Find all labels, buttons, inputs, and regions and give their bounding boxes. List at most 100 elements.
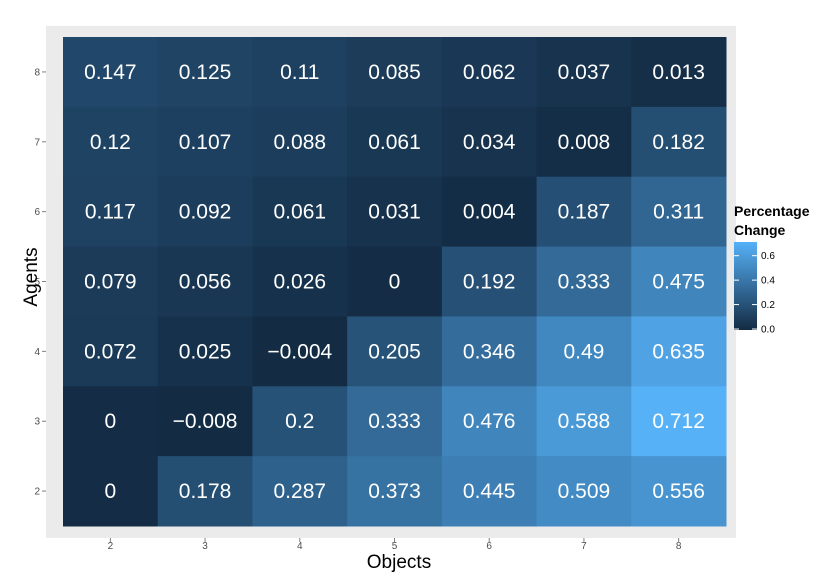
y-tick-label: 4 [34, 347, 40, 358]
x-tick-label: 6 [486, 541, 492, 552]
cell-value-label: 0.147 [84, 61, 137, 84]
heatmap-cell-7-2 [536, 456, 632, 527]
heatmap-cell-7-7 [536, 106, 632, 178]
cell-value-label: 0.509 [558, 480, 611, 503]
heatmap-cell-3-2 [157, 456, 253, 527]
x-tick-label: 3 [202, 541, 208, 552]
heatmap-cell-3-3 [157, 386, 253, 457]
cell-value-label: 0.031 [368, 201, 421, 224]
heatmap-cell-8-7 [631, 106, 727, 178]
y-tick-label: 8 [34, 67, 40, 78]
legend-title-line2: Change [734, 222, 786, 238]
y-tick-label: 5 [34, 277, 40, 288]
cell-value-label: 0.2 [285, 410, 314, 433]
heatmap-cell-7-3 [536, 386, 632, 457]
cell-value-label: 0.192 [463, 271, 516, 294]
heatmap-cell-5-5 [347, 246, 443, 317]
heatmap-cell-8-3 [631, 386, 727, 457]
heatmap-cell-8-6 [631, 176, 727, 248]
heatmap-cell-6-4 [441, 316, 538, 387]
heatmap-cell-6-8 [441, 37, 538, 108]
heatmap-cell-4-4 [252, 316, 348, 387]
x-tick-label: 8 [676, 541, 682, 552]
heatmap-cell-2-7 [63, 106, 159, 178]
legend-tick-label: 0.2 [761, 300, 775, 311]
cell-value-label: 0.061 [368, 131, 421, 154]
cell-value-label: 0.026 [274, 271, 327, 294]
cell-value-label: 0.008 [558, 131, 611, 154]
heatmap-cell-5-2 [347, 456, 443, 527]
cell-value-label: −0.004 [267, 340, 332, 363]
heatmap-cell-6-3 [441, 386, 538, 457]
cell-value-label: 0.025 [179, 340, 232, 363]
cell-value-label: 0.287 [274, 480, 327, 503]
heatmap-cell-3-7 [157, 106, 253, 178]
cell-value-label: 0.037 [558, 61, 611, 84]
heatmap-cell-3-6 [157, 176, 253, 248]
heatmap-cell-5-6 [347, 176, 443, 248]
legend-ticks: 0.0 0.2 0.4 0.6 [734, 251, 775, 336]
cell-value-label: 0.056 [179, 271, 232, 294]
cell-value-label: 0.445 [463, 480, 516, 503]
cell-value-label: 0.11 [280, 61, 319, 84]
heatmap-cell-2-3 [63, 386, 159, 457]
heatmap-cell-4-5 [252, 246, 348, 317]
cell-value-label: 0.346 [463, 340, 516, 363]
heatmap-cell-4-6 [252, 176, 348, 248]
cell-value-label: 0.12 [90, 131, 131, 154]
heatmap-cell-6-7 [441, 106, 538, 178]
heatmap-cell-8-2 [631, 456, 727, 527]
cell-value-label: 0.072 [84, 340, 137, 363]
legend: Percentage Change 0.0 0.2 0.4 0.6 [734, 203, 810, 336]
cell-value-label: 0.062 [463, 61, 516, 84]
cell-value-label: 0.333 [558, 271, 611, 294]
heatmap-cell-2-5 [63, 246, 159, 317]
heatmap-cell-2-2 [63, 456, 159, 527]
cell-value-label: 0.178 [179, 480, 232, 503]
cell-value-label: 0.311 [653, 201, 704, 224]
x-tick-label: 5 [392, 541, 398, 552]
heatmap-cell-4-2 [252, 456, 348, 527]
cell-value-label: 0.635 [652, 340, 705, 363]
y-axis-title: Agents [21, 247, 42, 306]
cell-value-label: 0.475 [652, 271, 705, 294]
heatmap-cell-7-5 [536, 246, 632, 317]
heatmap-cell-5-7 [347, 106, 443, 178]
cell-value-label: 0.107 [179, 131, 232, 154]
cell-value-label: 0 [389, 271, 401, 294]
heatmap-cell-7-6 [536, 176, 632, 248]
legend-tick-label: 0.4 [761, 276, 775, 287]
cell-value-label: 0.004 [463, 201, 516, 224]
x-tick-label: 7 [581, 541, 587, 552]
legend-tick-label: 0.0 [761, 325, 775, 336]
heatmap-cell-6-5 [441, 246, 538, 317]
cell-value-label: 0.079 [84, 271, 137, 294]
cell-value-label: −0.008 [173, 410, 238, 433]
heatmap-cell-2-4 [63, 316, 159, 387]
heatmap-cell-7-4 [536, 316, 632, 387]
heatmap-cell-5-4 [347, 316, 443, 387]
legend-tick-label: 0.6 [761, 251, 775, 262]
y-tick-label: 6 [34, 207, 40, 218]
cell-value-label: 0.085 [368, 61, 421, 84]
cell-value-label: 0.125 [179, 61, 232, 84]
heatmap-cell-3-5 [157, 246, 253, 317]
heatmap-cell-3-4 [157, 316, 253, 387]
cell-value-label: 0.013 [652, 61, 705, 84]
cell-value-label: 0 [105, 410, 117, 433]
cell-value-label: 0.088 [274, 131, 327, 154]
heatmap-cell-4-7 [252, 106, 348, 178]
y-tick-label: 3 [34, 417, 40, 428]
cell-value-label: 0.187 [558, 201, 611, 224]
y-axis: 2 3 4 5 6 7 8 [34, 67, 46, 498]
cell-value-label: 0.205 [368, 340, 421, 363]
heatmap-cell-2-6 [63, 176, 159, 248]
cell-value-label: 0.182 [652, 131, 705, 154]
cell-value-label: 0.476 [463, 410, 516, 433]
x-tick-label: 4 [297, 541, 303, 552]
heatmap-cell-3-8 [157, 37, 253, 108]
legend-title-line1: Percentage [734, 203, 810, 219]
cell-value-label: 0.061 [274, 201, 327, 224]
heatmap-cell-6-6 [441, 176, 538, 248]
